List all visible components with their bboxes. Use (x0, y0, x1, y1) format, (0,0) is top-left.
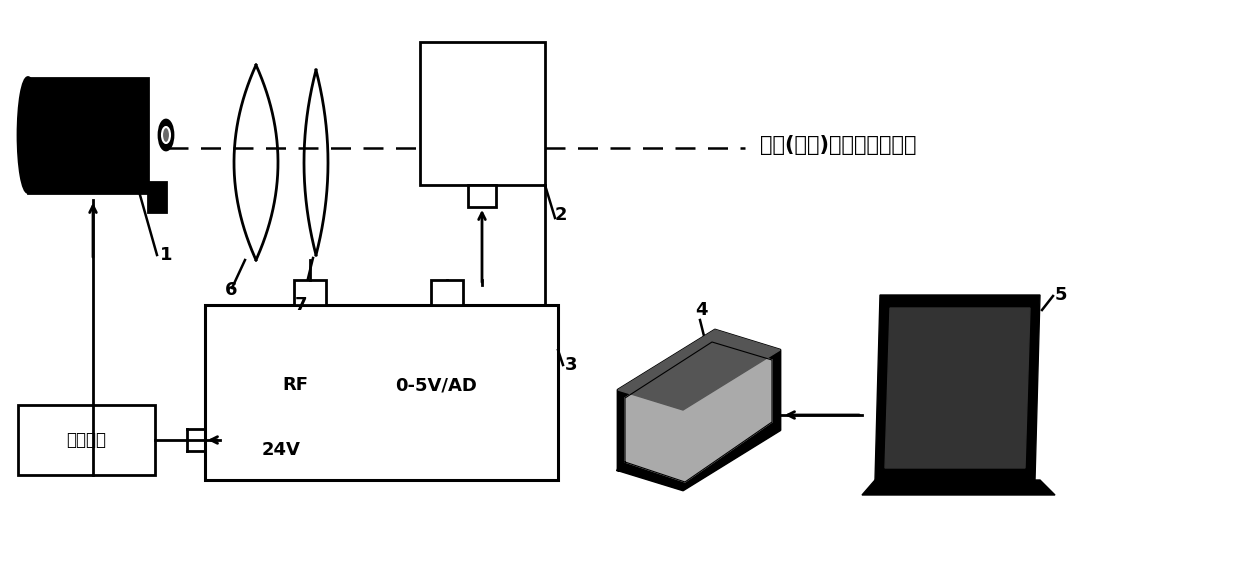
Polygon shape (618, 330, 780, 410)
Text: RF: RF (281, 376, 308, 394)
Bar (19, 405, 155, 475)
Text: 6: 6 (224, 281, 238, 299)
Text: 1: 1 (160, 246, 172, 264)
Text: 弹丸(破片)模拟过靶光信号: 弹丸(破片)模拟过靶光信号 (760, 135, 916, 155)
Polygon shape (862, 480, 1055, 495)
Text: 7: 7 (295, 296, 308, 314)
Text: 供电电源: 供电电源 (66, 431, 105, 449)
Ellipse shape (159, 120, 174, 150)
Text: 24V: 24V (262, 441, 301, 459)
Ellipse shape (19, 77, 38, 192)
Text: 5: 5 (1055, 286, 1068, 304)
Polygon shape (625, 342, 773, 482)
Bar (467, 185, 496, 207)
Bar (432, 280, 463, 305)
Polygon shape (618, 330, 780, 490)
Bar (420, 42, 546, 185)
Text: 0-5V/AD: 0-5V/AD (396, 376, 477, 394)
Bar (294, 280, 326, 305)
Text: 2: 2 (556, 206, 568, 224)
Bar (205, 305, 558, 480)
Ellipse shape (162, 127, 170, 143)
Bar (148, 182, 166, 212)
Text: 3: 3 (565, 356, 578, 374)
Bar (29, 78, 148, 193)
Polygon shape (875, 295, 1040, 480)
Text: 4: 4 (694, 301, 708, 319)
Polygon shape (885, 308, 1030, 468)
